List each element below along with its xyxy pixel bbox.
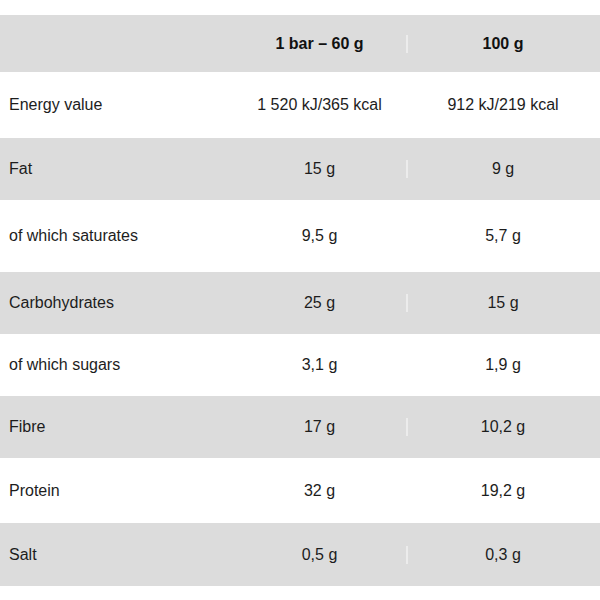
- nutrient-label: of which saturates: [0, 227, 233, 245]
- value-per-100g: 10,2 g: [406, 418, 600, 436]
- table-row: Carbohydrates 25 g 15 g: [0, 272, 600, 334]
- value-per-bar: 1 520 kJ/365 kcal: [233, 96, 406, 114]
- table-row: of which saturates 9,5 g 5,7 g: [0, 200, 600, 272]
- column-header-per-100g: 100 g: [406, 35, 600, 53]
- column-header-per-bar: 1 bar – 60 g: [233, 35, 406, 53]
- nutrient-label: Fat: [0, 160, 233, 178]
- value-per-bar: 17 g: [233, 418, 406, 436]
- value-per-100g: 5,7 g: [406, 227, 600, 245]
- value-per-100g: 912 kJ/219 kcal: [406, 96, 600, 114]
- value-per-bar: 9,5 g: [233, 227, 406, 245]
- value-per-bar: 15 g: [233, 160, 406, 178]
- value-per-100g: 1,9 g: [406, 356, 600, 374]
- table-row: Energy value 1 520 kJ/365 kcal 912 kJ/21…: [0, 72, 600, 138]
- nutrient-label: of which sugars: [0, 356, 233, 374]
- table-body: Energy value 1 520 kJ/365 kcal 912 kJ/21…: [0, 72, 600, 586]
- table-row: Fat 15 g 9 g: [0, 138, 600, 200]
- value-per-bar: 25 g: [233, 294, 406, 312]
- value-per-bar: 0,5 g: [233, 546, 406, 564]
- table-row: Fibre 17 g 10,2 g: [0, 396, 600, 458]
- nutrient-label: Energy value: [0, 96, 233, 114]
- nutrient-label: Protein: [0, 482, 233, 500]
- nutrient-label: Fibre: [0, 418, 233, 436]
- value-per-bar: 32 g: [233, 482, 406, 500]
- nutrition-table: 1 bar – 60 g 100 g Energy value 1 520 kJ…: [0, 0, 600, 586]
- value-per-100g: 19,2 g: [406, 482, 600, 500]
- nutrient-label: Salt: [0, 546, 233, 564]
- value-per-100g: 15 g: [406, 294, 600, 312]
- value-per-100g: 0,3 g: [406, 546, 600, 564]
- nutrient-label: Carbohydrates: [0, 294, 233, 312]
- value-per-bar: 3,1 g: [233, 356, 406, 374]
- table-row: of which sugars 3,1 g 1,9 g: [0, 334, 600, 396]
- value-per-100g: 9 g: [406, 160, 600, 178]
- table-header-row: 1 bar – 60 g 100 g: [0, 15, 600, 72]
- table-row: Protein 32 g 19,2 g: [0, 458, 600, 523]
- table-row: Salt 0,5 g 0,3 g: [0, 523, 600, 586]
